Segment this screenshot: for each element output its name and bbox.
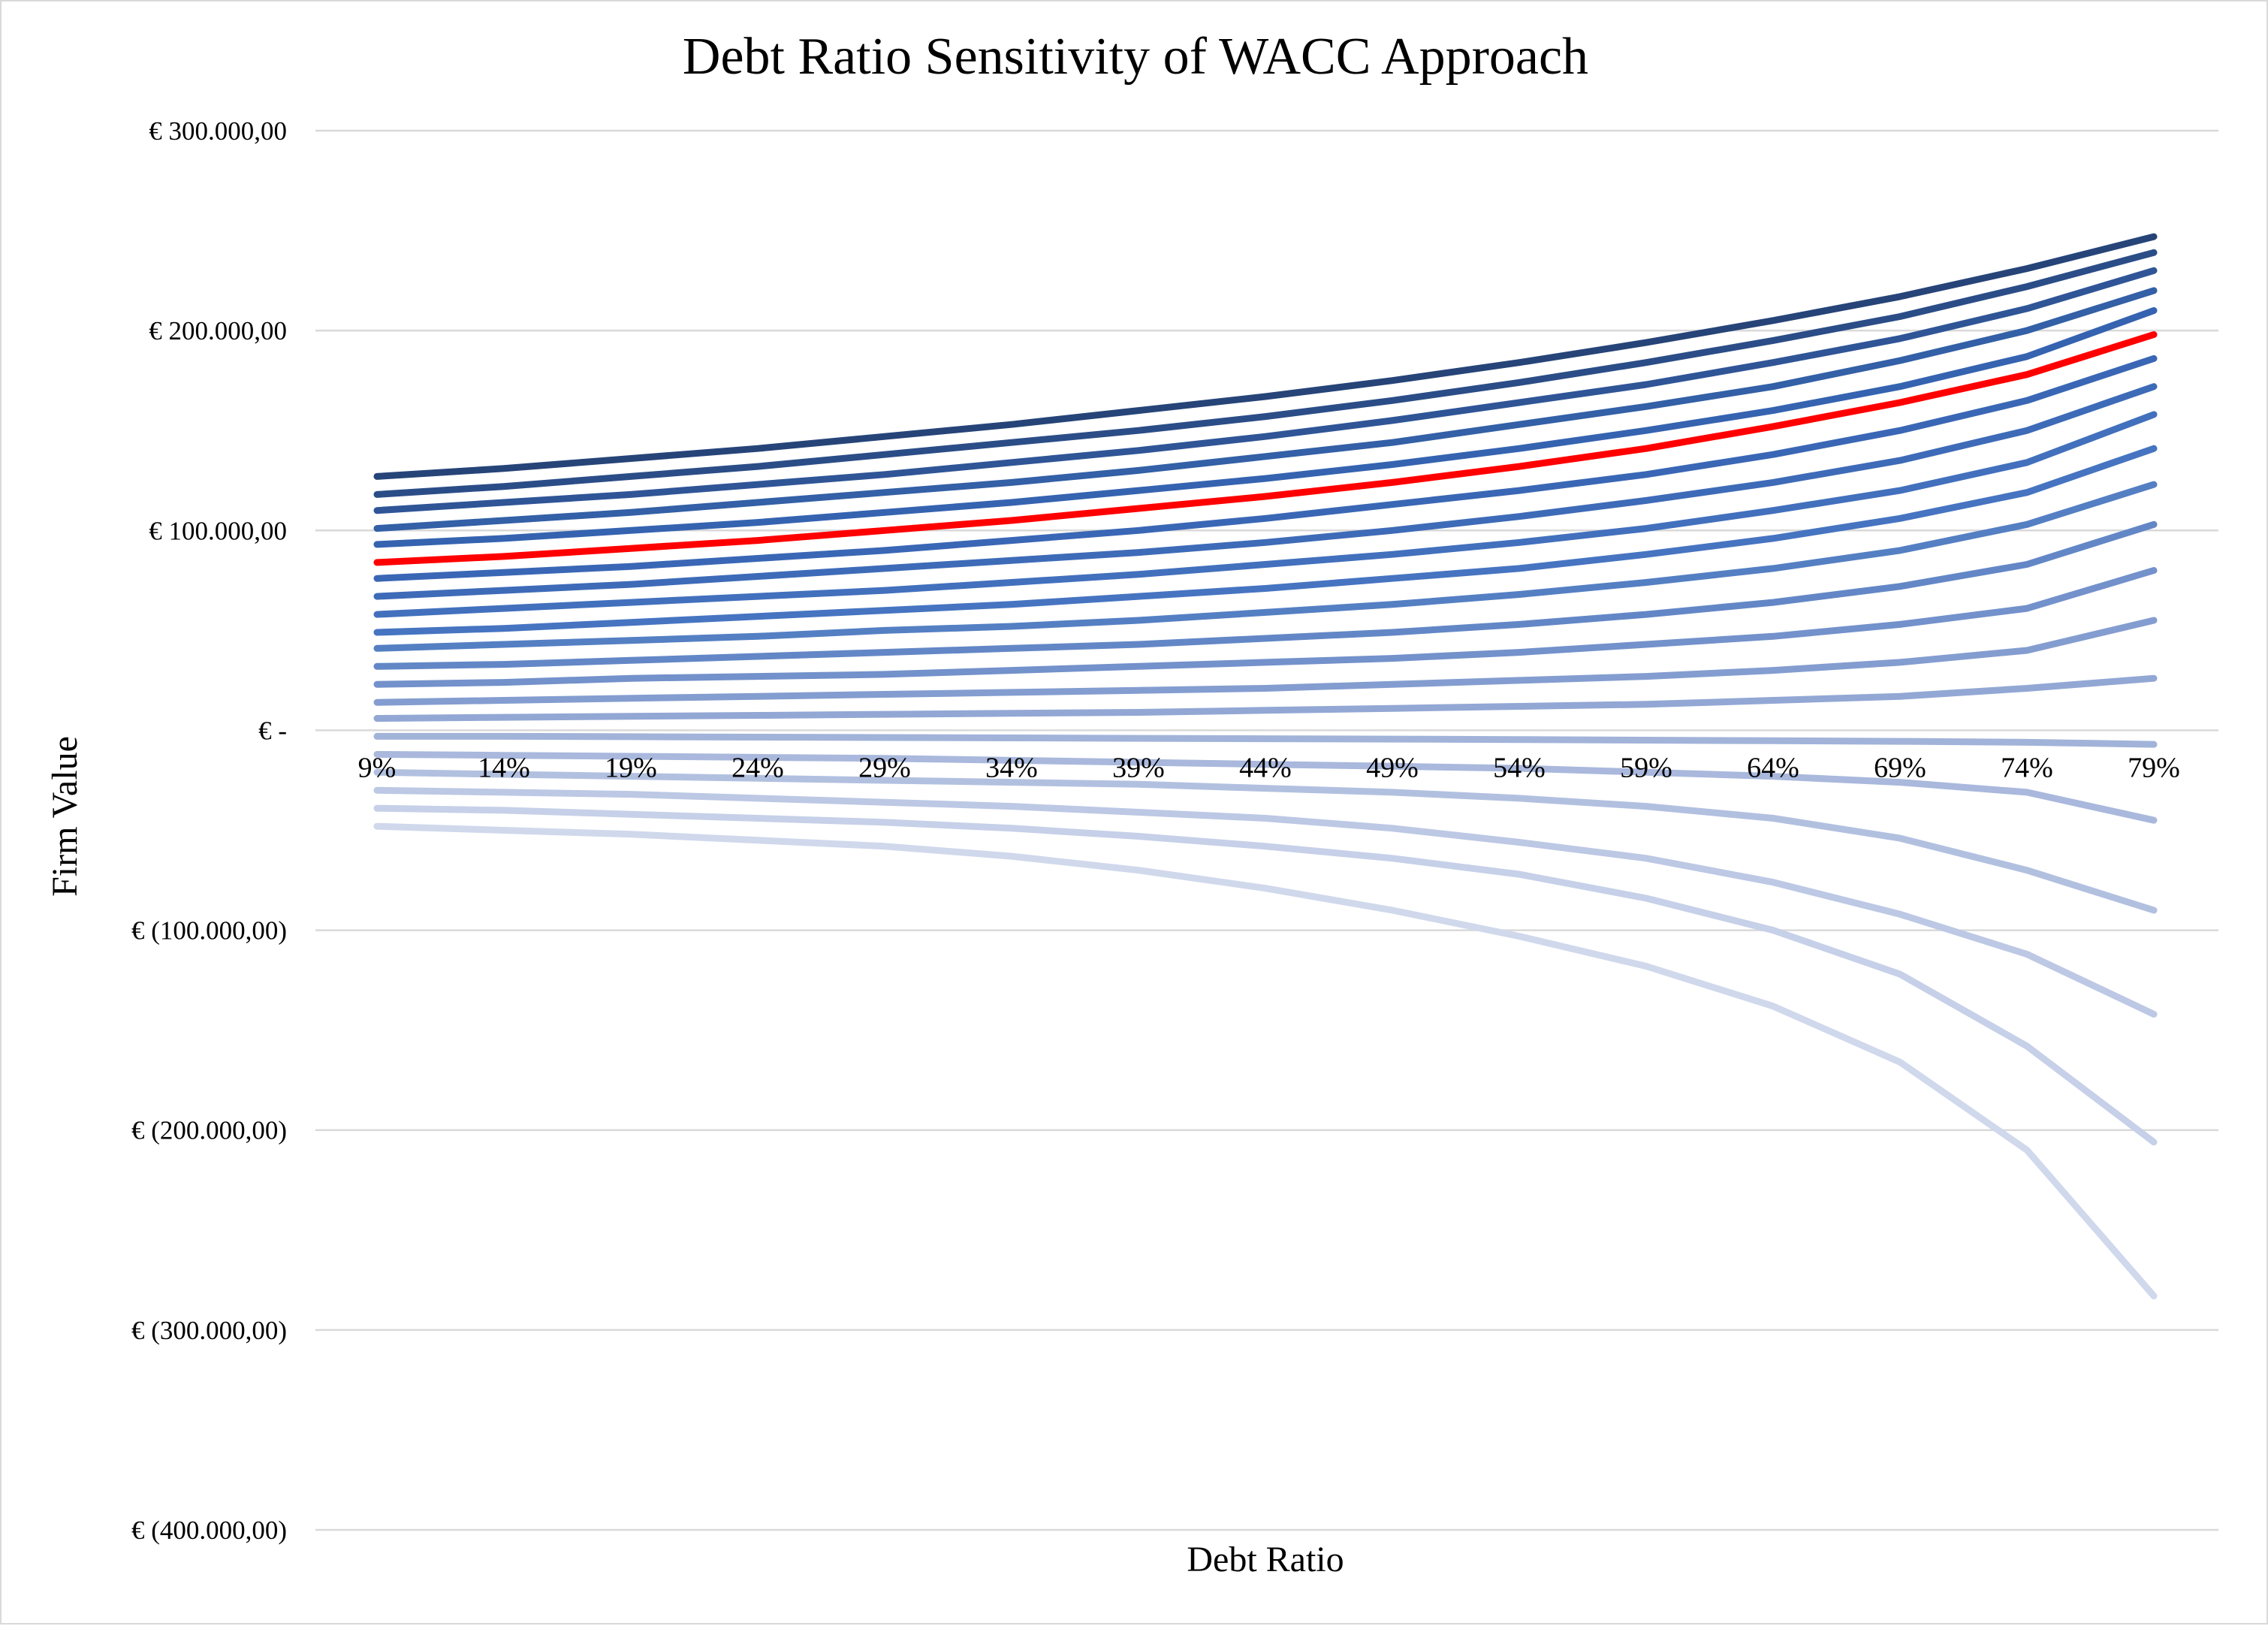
- series-line-1: [373, 233, 2158, 480]
- y-tick-label: € (300.000,00): [131, 1316, 287, 1345]
- y-tick-label: € (400.000,00): [131, 1516, 287, 1545]
- x-tick-label: 74%: [2001, 752, 2053, 783]
- y-tick-label: € 100.000,00: [149, 516, 287, 545]
- x-tick-label: 79%: [2128, 752, 2180, 783]
- x-tick-label: 39%: [1112, 752, 1165, 783]
- x-tick-label: 34%: [985, 752, 1038, 783]
- series-line-7: [373, 354, 2158, 582]
- x-tick-label: 19%: [605, 752, 657, 783]
- y-axis-tick-labels: € 300.000,00 € 200.000,00 € 100.000,00 € - €…: [131, 116, 287, 1545]
- x-tick-label: 9%: [358, 752, 397, 783]
- x-axis-tick-labels: 9% 14% 19% 24% 29% 34% 39% 44% 49% 54% 59% 64% 69% 74…: [358, 752, 2180, 783]
- series-line-11: [373, 481, 2158, 652]
- series-line-13: [373, 567, 2158, 688]
- series-line-16: [373, 732, 2158, 748]
- chart-title: Debt Ratio Sensitivity of WACC Approach: [683, 28, 1588, 86]
- x-axis-title: Debt Ratio: [1187, 1540, 1344, 1579]
- series-line-2: [373, 249, 2158, 498]
- x-tick-label: 29%: [858, 752, 911, 783]
- series-line-10: [373, 445, 2158, 636]
- series-lines: [373, 233, 2158, 1300]
- y-tick-label: € 300.000,00: [149, 116, 287, 146]
- series-line-15: [373, 674, 2158, 722]
- series-line-19: [373, 786, 2158, 1018]
- series-line-20: [373, 804, 2158, 1146]
- series-line-9: [373, 411, 2158, 618]
- series-line-3: [373, 267, 2158, 514]
- series-line-4: [373, 287, 2158, 532]
- x-tick-label: 49%: [1366, 752, 1419, 783]
- y-tick-label: € 200.000,00: [149, 316, 287, 345]
- y-tick-label: € (200.000,00): [131, 1116, 287, 1145]
- series-line-21: [373, 822, 2158, 1300]
- series-line-17: [373, 750, 2158, 824]
- y-tick-label: € -: [258, 716, 287, 745]
- x-tick-label: 14%: [478, 752, 530, 783]
- x-tick-label: 69%: [1874, 752, 1926, 783]
- x-tick-label: 59%: [1620, 752, 1672, 783]
- series-line-18: [373, 768, 2158, 914]
- series-line-highlight: [373, 331, 2158, 566]
- x-tick-label: 24%: [731, 752, 784, 783]
- x-tick-label: 54%: [1493, 752, 1546, 783]
- series-line-14: [373, 617, 2158, 706]
- series-line-12: [373, 520, 2158, 670]
- x-tick-label: 64%: [1747, 752, 1799, 783]
- series-line-5: [373, 307, 2158, 548]
- x-tick-label: 44%: [1239, 752, 1292, 783]
- y-axis-title: Firm Value: [45, 736, 85, 897]
- y-tick-label: € (100.000,00): [131, 916, 287, 946]
- series-line-8: [373, 383, 2158, 600]
